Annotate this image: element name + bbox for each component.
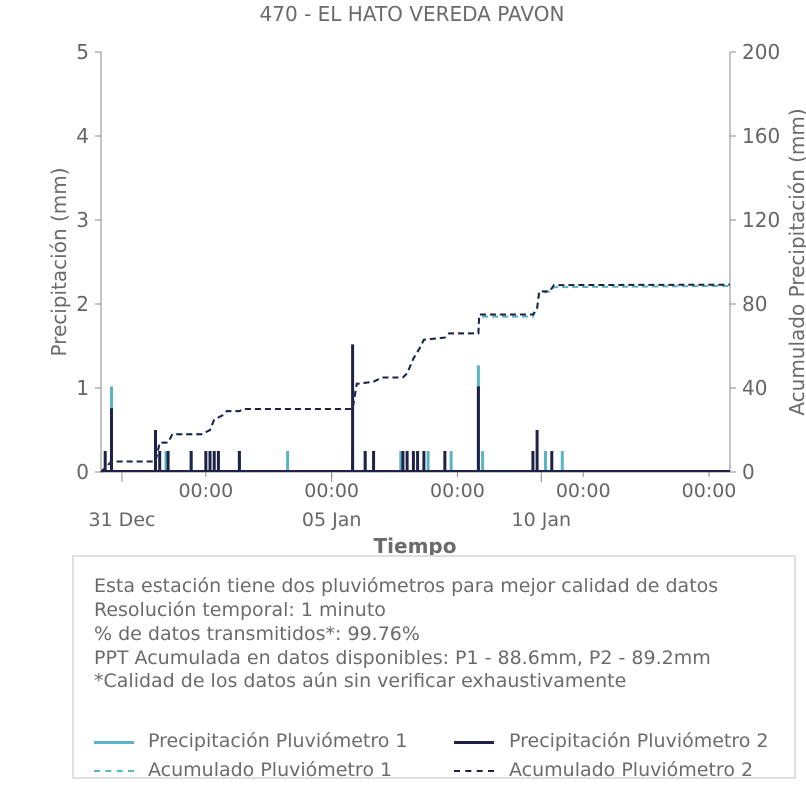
- cumulative-line-p1: [100, 284, 731, 473]
- x-minor-tick-label: 00:00: [178, 480, 233, 502]
- left-tick-label: 5: [76, 40, 89, 64]
- x-major-tick-label: 05 Jan: [302, 509, 362, 531]
- legend-label-p1: Precipitación Pluviómetro 1: [148, 730, 408, 752]
- right-tick-label: 80: [742, 292, 767, 316]
- chart-axes: [100, 52, 731, 473]
- legend-swatch-p1: [94, 741, 134, 744]
- right-tick-label: 0: [742, 460, 755, 484]
- x-minor-tick-label: 00:00: [304, 480, 359, 502]
- legend-label-acum2: Acumulado Pluviómetro 2: [509, 759, 754, 781]
- left-tick-label: 4: [76, 124, 89, 148]
- y-axis-label-right: Acumulado Precipitación (mm): [785, 108, 806, 415]
- x-minor-tick-label: 00:00: [430, 480, 485, 502]
- legend-label-p2: Precipitación Pluviómetro 2: [509, 730, 769, 752]
- right-tick-label: 120: [742, 208, 780, 232]
- legend-label-acum1: Acumulado Pluviómetro 1: [148, 759, 393, 781]
- chart-title: 470 - EL HATO VEREDA PAVON: [260, 2, 565, 26]
- left-tick-label: 1: [76, 376, 89, 400]
- left-tick-label: 0: [76, 460, 89, 484]
- x-minor-tick-label: 00:00: [556, 480, 611, 502]
- info-box: Esta estación tiene dos pluviómetros par…: [72, 555, 796, 781]
- info-line: Resolución temporal: 1 minuto: [94, 599, 386, 621]
- precipitation-bars: [103, 344, 564, 472]
- right-tick-label: 40: [742, 376, 767, 400]
- right-tick-label: 160: [742, 124, 780, 148]
- cumulative-line-p2: [100, 283, 731, 473]
- x-axis-label: Tiempo: [374, 534, 457, 558]
- cumulative-lines: [100, 283, 731, 473]
- right-tick-label: 200: [742, 40, 780, 64]
- info-line: *Calidad de los datos aún sin verificar …: [94, 670, 627, 692]
- y-axis-label-left: Precipitación (mm): [47, 167, 71, 356]
- right-axis-ticks: 0 40 80 120 160 200: [730, 40, 780, 484]
- left-tick-label: 3: [76, 208, 89, 232]
- x-minor-tick-label: 00:00: [682, 480, 737, 502]
- legend-swatch-p2: [454, 741, 494, 744]
- left-tick-label: 2: [76, 292, 89, 316]
- precipitation-chart: 470 - EL HATO VEREDA PAVON 0 1 2 3 4 5 0 40 80 1…: [47, 2, 806, 558]
- info-line: PPT Acumulada en datos disponibles: P1 -…: [94, 647, 711, 669]
- info-line: % de datos transmitidos*: 99.76%: [94, 623, 420, 645]
- x-major-tick-label: 31 Dec: [88, 509, 155, 531]
- info-line: Esta estación tiene dos pluviómetros par…: [94, 575, 719, 597]
- left-axis-ticks: 0 1 2 3 4 5: [76, 40, 101, 484]
- x-axis-ticks: 00:00 00:00 00:00 00:00 00:00 31 Dec 05 Jan 10 …: [88, 472, 736, 531]
- x-major-tick-label: 10 Jan: [512, 509, 572, 531]
- legend-swatch-acum2: [454, 770, 494, 772]
- legend-swatch-acum1: [94, 770, 134, 772]
